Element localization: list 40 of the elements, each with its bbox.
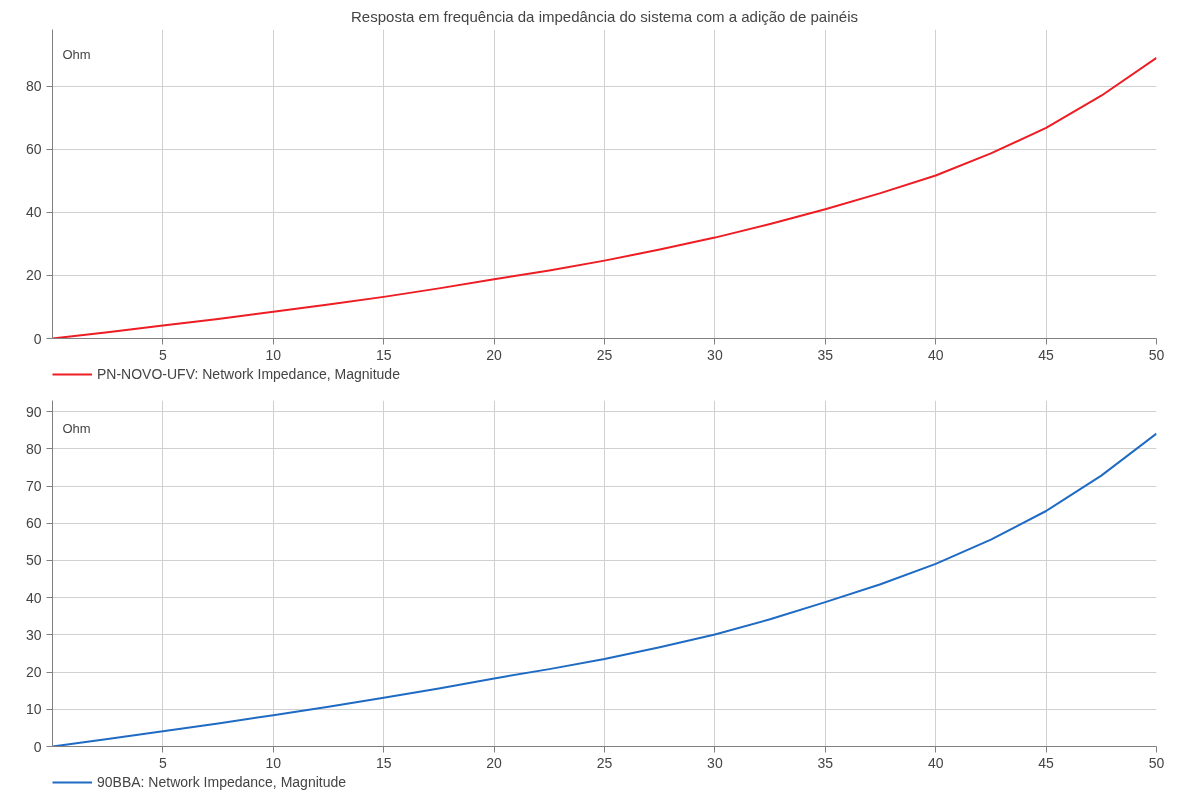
x-tick-label: 25 — [596, 754, 613, 771]
y-tick-label: 80 — [25, 440, 42, 457]
x-tick-label: 30 — [707, 346, 723, 363]
y-tick-label: 20 — [25, 664, 42, 681]
y-tick-label: 30 — [25, 626, 42, 643]
y-tick-label: 90 — [25, 403, 42, 420]
x-tick-label: 40 — [927, 754, 944, 771]
y-axis-title: Ohm — [62, 420, 91, 436]
y-tick-label: 40 — [25, 589, 42, 606]
y-tick-label: 60 — [25, 515, 42, 532]
y-tick-label: 60 — [25, 141, 42, 158]
x-tick-label: 35 — [817, 346, 834, 363]
x-tick-label: 10 — [265, 754, 282, 771]
y-axis-title: Ohm — [62, 46, 91, 62]
x-tick-label: 5 — [159, 346, 168, 363]
x-tick-label: 50 — [1148, 754, 1165, 771]
x-tick-label: 20 — [486, 754, 503, 771]
x-tick-label: 15 — [375, 754, 392, 771]
y-tick-label: 10 — [25, 701, 42, 718]
x-tick-label: 35 — [817, 754, 834, 771]
x-tick-label: 30 — [707, 754, 723, 771]
y-tick-label: 0 — [33, 330, 42, 347]
x-tick-label: 25 — [596, 346, 613, 363]
y-tick-label: 50 — [25, 552, 42, 569]
legend-label: PN-NOVO-UFV: Network Impedance, Magnitude — [97, 366, 400, 382]
x-tick-label: 10 — [265, 346, 282, 363]
x-tick-label: 40 — [927, 346, 944, 363]
x-tick-label: 20 — [486, 346, 503, 363]
legend-label: 90BBA: Network Impedance, Magnitude — [97, 774, 347, 790]
x-tick-label: 50 — [1148, 346, 1165, 363]
y-tick-label: 40 — [25, 204, 42, 221]
y-tick-label: 80 — [25, 78, 42, 95]
y-tick-label: 70 — [25, 478, 42, 495]
x-tick-label: 45 — [1038, 346, 1055, 363]
x-tick-label: 5 — [159, 754, 168, 771]
chart-title: Resposta em frequência da impedância do sistema com a adição de painéis — [351, 7, 858, 25]
y-tick-label: 0 — [33, 738, 42, 755]
x-tick-label: 15 — [375, 346, 392, 363]
x-tick-label: 45 — [1038, 754, 1055, 771]
y-tick-label: 20 — [25, 267, 42, 284]
